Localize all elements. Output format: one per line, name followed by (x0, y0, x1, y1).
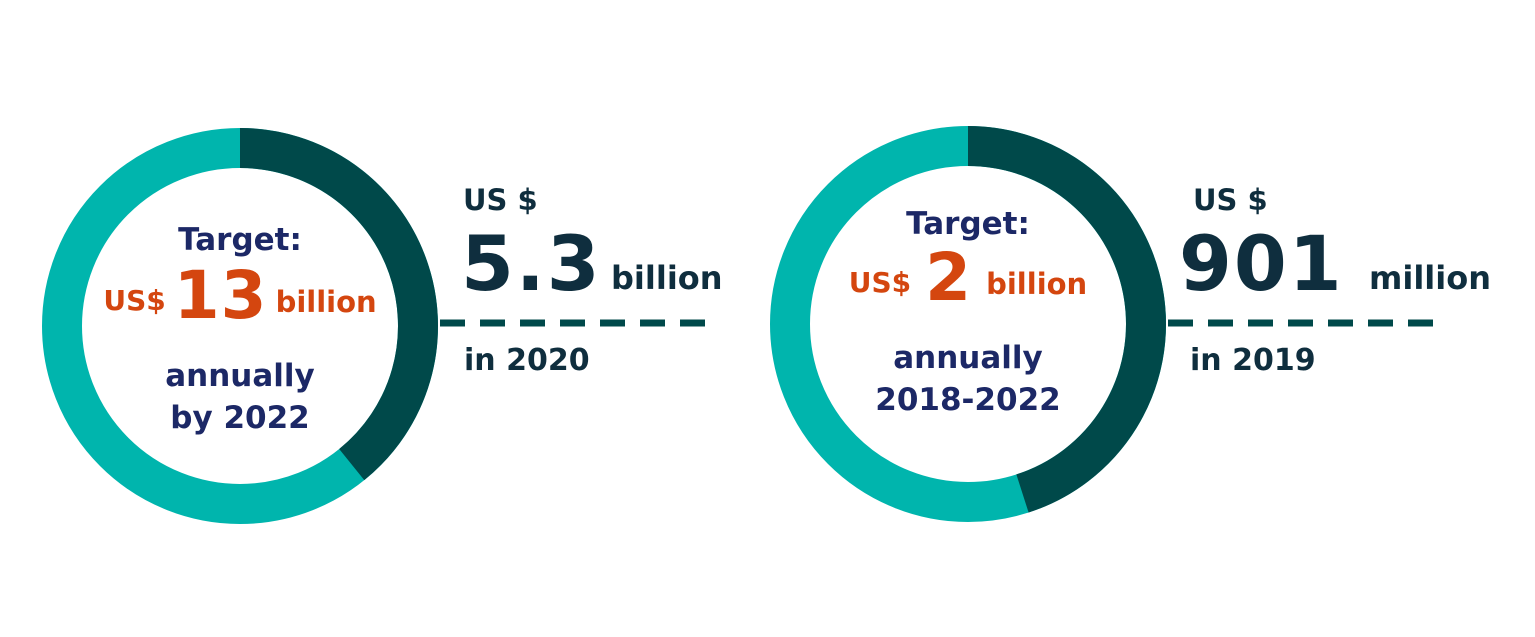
target-amount-row: US$ 13 billion (80, 263, 400, 345)
target-label: Target: (178, 222, 302, 258)
actual-value-group: US $ 5.3 billion in 2020 (0, 0, 760, 637)
donut-achieved-slice (239, 128, 438, 481)
target-unit: billion (986, 267, 1088, 301)
actual-currency: US $ (463, 183, 538, 217)
target-label: Target: (906, 206, 1030, 242)
chart-panel-1: Target: US$ 13 billion annually by 2022 US… (0, 0, 760, 637)
actual-currency: US $ (1193, 183, 1268, 217)
target-period-line2: by 2022 (170, 400, 310, 436)
target-amount: 13 (173, 257, 268, 334)
target-amount: 2 (925, 239, 973, 316)
actual-amount: 5.3 (461, 219, 602, 308)
actual-value-group: US $ 901 million in 2019 (728, 0, 1491, 637)
target-currency: US$ (103, 284, 166, 317)
donut-chart-1 (42, 128, 712, 524)
target-currency: US$ (848, 266, 912, 299)
actual-amount: 901 (1179, 219, 1344, 308)
donut-achieved-slice (967, 126, 1166, 513)
actual-period: in 2020 (464, 343, 590, 378)
target-period-line2: 2018-2022 (875, 382, 1061, 418)
chart-panel-2: Target: US$ 2 billion annually 2018-2022 U… (728, 0, 1491, 637)
target-amount-row: US$ 2 billion (808, 245, 1128, 327)
actual-period: in 2019 (1190, 343, 1316, 378)
actual-unit: billion (611, 259, 723, 297)
target-period-line1: annually (893, 340, 1043, 376)
target-unit: billion (275, 285, 377, 319)
target-period-line1: annually (165, 358, 315, 394)
target-label-group: Target: US$ 13 billion annually by 2022 (80, 220, 400, 439)
actual-unit: million (1369, 259, 1491, 297)
target-label-group: Target: US$ 2 billion annually 2018-2022 (808, 204, 1128, 421)
donut-chart-2 (770, 126, 1440, 522)
